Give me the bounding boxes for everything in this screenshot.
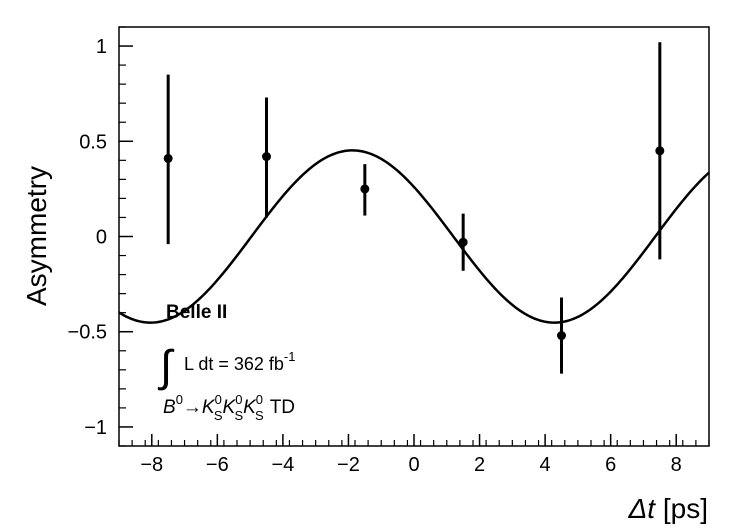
- x-axis-unit: [ps]: [663, 493, 708, 524]
- data-point: [262, 152, 271, 162]
- data-point: [163, 153, 173, 163]
- luminosity-exponent: -1: [284, 349, 296, 364]
- data-point: [360, 184, 370, 194]
- luminosity-text: L dt = 362 fb: [184, 354, 284, 374]
- data-points: [163, 42, 665, 374]
- x-tick-label: −6: [206, 454, 229, 476]
- axis-ticks: [118, 26, 710, 447]
- y-tick-label: 0: [96, 227, 107, 249]
- axis-tick-labels: −8 −6 −4 −2 0 2 4 6 8 −1 −0.5 0 0.5 1: [68, 36, 682, 476]
- x-tick-label: −4: [271, 454, 294, 476]
- integral-sign: ∫: [157, 342, 175, 391]
- experiment-label: Belle II: [166, 302, 227, 323]
- y-axis-title: Asymmetry: [21, 166, 52, 306]
- data-point: [557, 331, 566, 341]
- x-tick-label: 0: [408, 454, 419, 476]
- x-axis-variable: Δt: [628, 493, 657, 524]
- x-tick-label: −2: [337, 454, 360, 476]
- plot-frame: [118, 26, 710, 447]
- data-point: [655, 146, 665, 156]
- y-tick-label: 0.5: [79, 131, 107, 153]
- y-tick-label: −0.5: [68, 322, 107, 344]
- x-tick-label: 8: [671, 454, 682, 476]
- fit-curve: [118, 149, 710, 324]
- luminosity-label: L dt = 362 fb-1: [184, 349, 295, 374]
- x-tick-label: 6: [605, 454, 616, 476]
- x-tick-label: −8: [140, 454, 163, 476]
- x-tick-label: 2: [474, 454, 485, 476]
- x-tick-label: 4: [540, 454, 551, 476]
- y-tick-label: 1: [96, 36, 107, 58]
- process-label: B0→K0 SK0 SK0 S TD: [163, 392, 295, 423]
- x-axis-title: Δt [ps]: [628, 493, 709, 524]
- y-tick-label: −1: [84, 417, 107, 439]
- data-point: [458, 237, 468, 247]
